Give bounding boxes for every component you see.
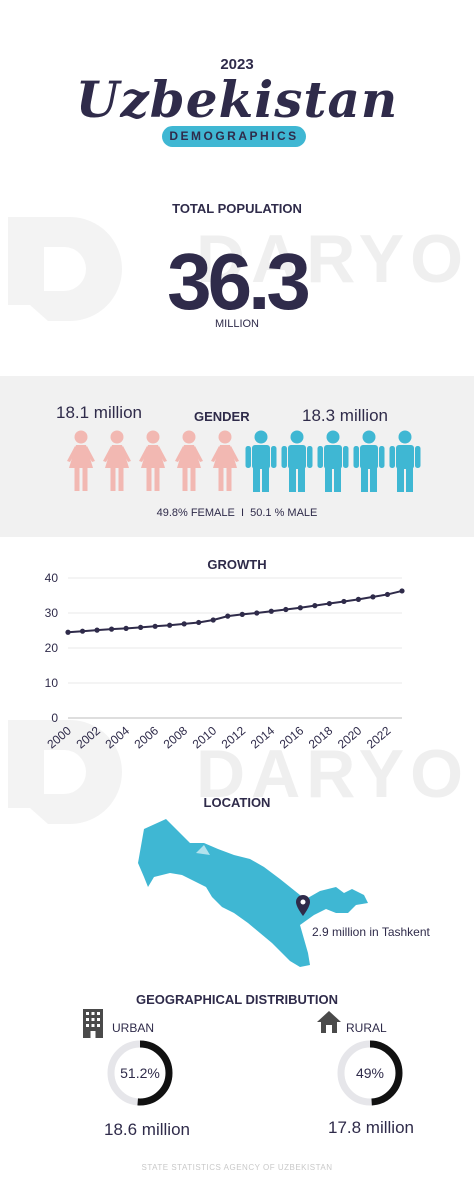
x-tick-label: 2004 xyxy=(103,723,133,751)
male-count-label: 18.3 million xyxy=(302,406,388,425)
data-point xyxy=(355,596,362,602)
location-title: LOCATION xyxy=(203,795,271,810)
x-tick-label: 2018 xyxy=(306,723,336,751)
x-tick-label: 2000 xyxy=(44,723,74,751)
rural-amount: 17.8 million xyxy=(328,1118,414,1137)
x-tick-label: 2020 xyxy=(335,723,365,751)
data-point xyxy=(399,588,405,594)
rural-percent: 49% xyxy=(355,1065,385,1081)
male-person-icon xyxy=(353,430,385,492)
x-tick-label: 2022 xyxy=(364,723,394,751)
x-tick-label: 2006 xyxy=(132,723,162,751)
x-tick-label: 2010 xyxy=(190,723,220,751)
uzbekistan-map xyxy=(138,819,368,967)
data-point xyxy=(268,608,274,614)
rural-donut xyxy=(337,1040,403,1106)
y-tick-label: 30 xyxy=(45,606,59,620)
building-icon xyxy=(83,1009,103,1038)
data-point xyxy=(152,623,158,629)
watermark-logo-top xyxy=(8,217,122,321)
header-title: Uzbekistan xyxy=(75,70,399,129)
header-subtitle-pill: DEMOGRAPHICS xyxy=(162,126,306,147)
house-icon xyxy=(317,1011,341,1033)
tashkent-annotation: 2.9 million in Tashkent xyxy=(312,925,430,939)
x-tick-label: 2008 xyxy=(161,723,191,751)
x-tick-label: 2012 xyxy=(219,723,249,751)
data-point xyxy=(297,605,303,611)
female-count-label: 18.1 million xyxy=(56,403,142,422)
data-point xyxy=(283,606,289,613)
data-point xyxy=(94,627,100,633)
watermark-logo-bottom xyxy=(8,720,122,824)
x-tick-label: 2002 xyxy=(74,723,104,751)
y-tick-label: 10 xyxy=(45,676,59,690)
y-tick-label: 40 xyxy=(45,571,59,585)
urban-percent: 51.2% xyxy=(120,1065,160,1081)
data-point xyxy=(384,591,391,598)
male-person-icon xyxy=(317,430,349,492)
female-person-icon xyxy=(67,430,95,491)
gender-title: GENDER xyxy=(194,409,250,424)
data-point xyxy=(341,598,347,605)
male-person-icon xyxy=(281,430,313,492)
data-point xyxy=(254,610,260,616)
data-point xyxy=(108,626,115,632)
urban-amount: 18.6 million xyxy=(104,1120,190,1139)
data-point xyxy=(181,621,187,627)
female-person-icon xyxy=(139,430,167,491)
map-shape xyxy=(138,819,368,967)
population-series-line xyxy=(67,589,403,634)
donut-arc xyxy=(337,1040,403,1106)
data-point xyxy=(138,624,144,630)
female-person-icon xyxy=(103,430,131,491)
location-pin-icon xyxy=(296,895,310,916)
data-point xyxy=(312,603,318,609)
population-title: TOTAL POPULATION xyxy=(172,201,302,216)
urban-label: URBAN xyxy=(112,1021,155,1035)
data-point xyxy=(167,622,173,628)
gender-ratio-text: 49.8% FEMALE I 50.1 % MALE xyxy=(156,507,318,519)
data-point xyxy=(370,594,376,600)
female-person-icon xyxy=(175,430,203,491)
footer-source: STATE STATISTICS AGENCY OF UZBEKISTAN xyxy=(141,1163,333,1172)
data-point xyxy=(326,600,332,607)
distribution-title: GEOGRAPHICAL DISTRIBUTION xyxy=(136,992,338,1007)
x-tick-label: 2014 xyxy=(248,723,278,751)
growth-title: GROWTH xyxy=(207,557,267,572)
female-person-icon xyxy=(211,430,239,491)
x-tick-label: 2016 xyxy=(277,723,307,751)
data-point xyxy=(65,629,71,635)
data-point xyxy=(196,619,202,626)
rural-label: RURAL xyxy=(346,1021,387,1035)
data-point xyxy=(239,611,245,617)
watermark-text-bottom: DARYO xyxy=(196,736,470,812)
y-tick-label: 20 xyxy=(45,641,59,655)
data-point xyxy=(123,625,129,631)
male-person-icon xyxy=(245,430,277,492)
header-year: 2023 xyxy=(220,56,254,73)
data-point xyxy=(225,613,231,619)
donut-arc xyxy=(107,1040,173,1106)
population-unit: MILLION xyxy=(214,318,259,330)
data-point xyxy=(210,617,216,623)
watermark-text-top: DARYO xyxy=(196,221,470,297)
male-person-icon xyxy=(389,430,421,492)
y-tick-label: 0 xyxy=(51,711,58,725)
population-value: 36.3 xyxy=(167,237,311,326)
urban-donut xyxy=(107,1040,173,1106)
data-point xyxy=(79,628,86,634)
